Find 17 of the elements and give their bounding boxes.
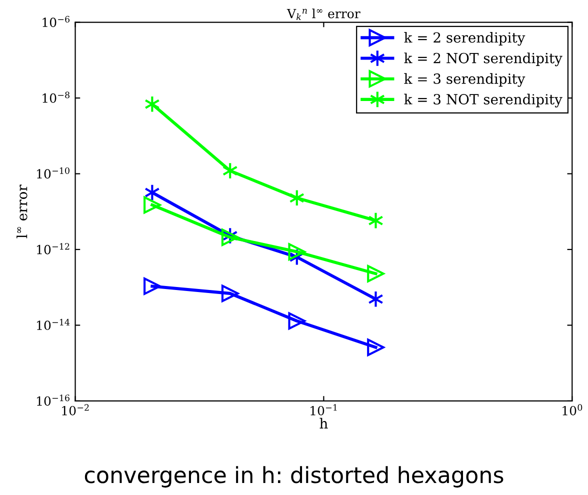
- x-tick-label: 10$^{−2}$: [62, 404, 89, 416]
- y-tick-label: 10$^{−10}$: [37, 167, 70, 179]
- x-tick-label: 10$^{0}$: [562, 404, 582, 416]
- y-tick-label: 10$^{−12}$: [37, 243, 70, 254]
- y-tick-label: 10$^{−8}$: [42, 92, 70, 103]
- x-tick-label: 10$^{−1}$: [310, 404, 337, 416]
- y-tick-label: 10$^{−6}$: [42, 16, 70, 28]
- y-tick-label: 10$^{−14}$: [37, 318, 70, 330]
- legend-label: k = 2 NOT serendipity: [404, 52, 562, 66]
- legend-label: k = 2 serendipity: [404, 32, 526, 46]
- legend-label: k = 3 NOT serendipity: [404, 94, 562, 108]
- chart-title: V$_{k}$$^{n}$ l$^{∞}$ error: [286, 8, 360, 20]
- text: convergence in h: distorted hexagons: [84, 466, 504, 488]
- y-axis-title: l$^{∞}$ error: [16, 184, 28, 238]
- y-tick-label: 10$^{−16}$: [37, 394, 70, 406]
- legend-label: k = 3 serendipity: [404, 73, 526, 87]
- x-axis-title: h: [320, 418, 328, 428]
